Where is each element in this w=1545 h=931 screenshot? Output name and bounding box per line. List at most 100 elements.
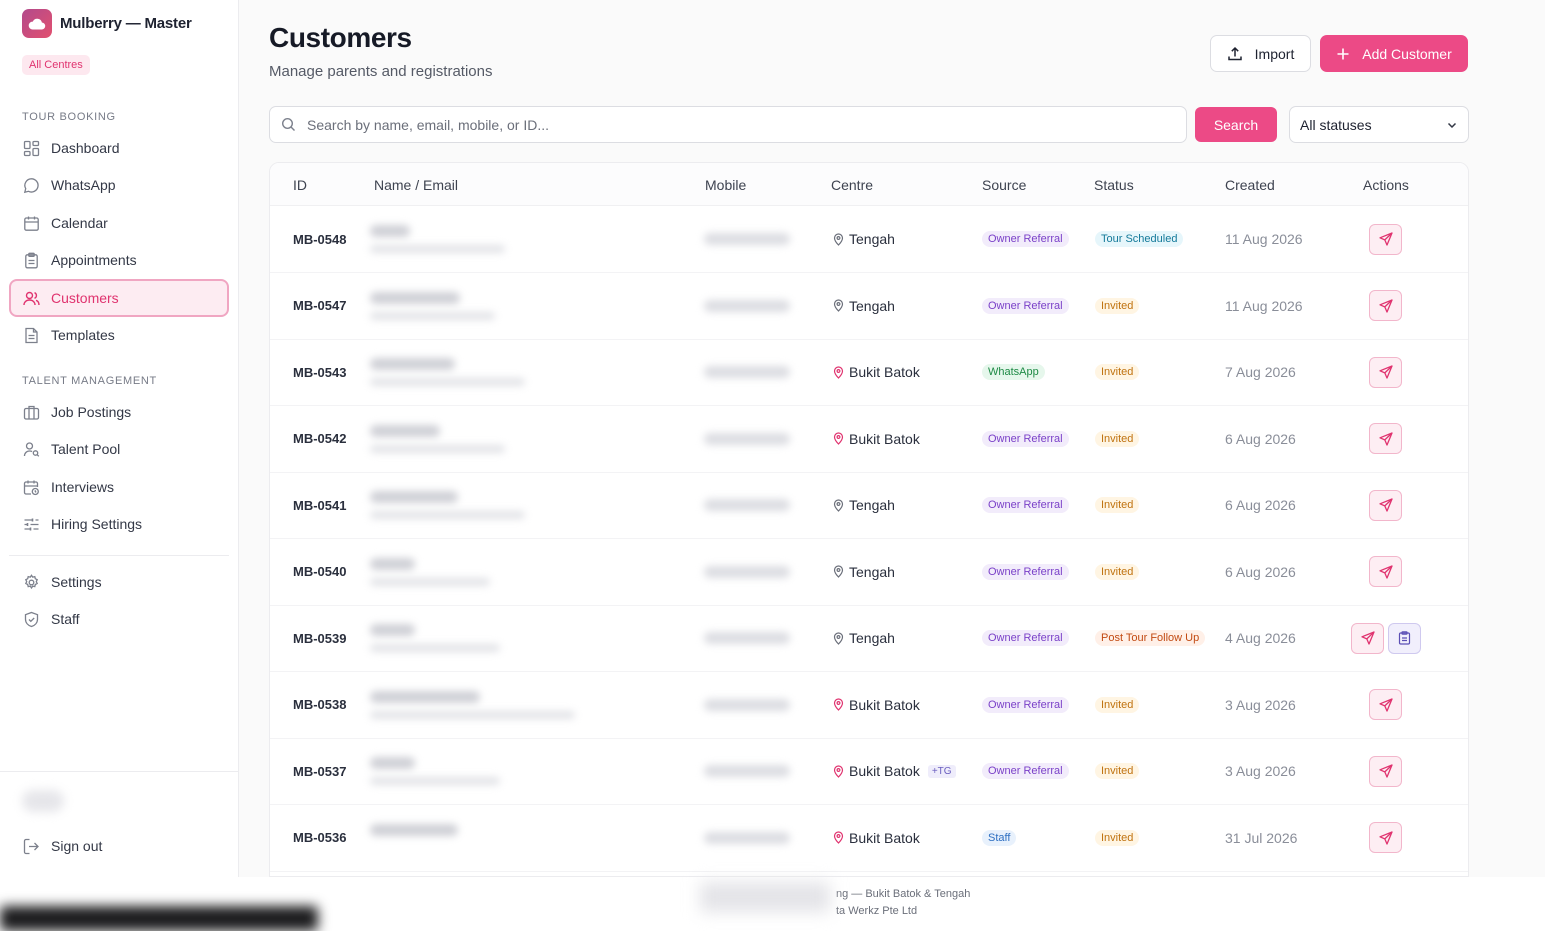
created-date: 6 Aug 2026 (1225, 563, 1296, 580)
send-invite-button[interactable] (1369, 556, 1402, 587)
sidebar-item-customers[interactable]: Customers (9, 279, 229, 317)
column-header-mobile[interactable]: Mobile (705, 177, 747, 193)
table-row[interactable]: MB-0537 Bukit Batok +TG Owner Referral Invit… (270, 738, 1468, 805)
created-date: 11 Aug 2026 (1225, 231, 1303, 247)
column-header-created[interactable]: Created (1225, 177, 1275, 193)
customer-id-link[interactable]: MB-0536 (293, 830, 347, 845)
table-header: ID Name / Email Mobile Centre Source Sta… (270, 163, 1468, 206)
sidebar-item-talent-pool[interactable]: Talent Pool (9, 430, 229, 468)
sign-out-button[interactable]: Sign out (9, 827, 229, 865)
send-icon (1378, 830, 1393, 845)
sidebar-item-calendar[interactable]: Calendar (9, 204, 229, 242)
customer-mobile-redacted (704, 831, 790, 844)
table-row[interactable]: MB-0540 Tengah Owner Referral Invited 6 Aug … (270, 539, 1468, 606)
source-badge: Owner Referral (982, 231, 1069, 247)
column-header-status[interactable]: Status (1094, 177, 1134, 193)
customer-id-link[interactable]: MB-0547 (293, 298, 347, 313)
sidebar-item-hiring-settings[interactable]: Hiring Settings (9, 505, 229, 543)
nav-section-talent-management: TALENT MANAGEMENT (22, 375, 157, 387)
customer-id-link[interactable]: MB-0538 (293, 697, 347, 712)
dashboard-icon (22, 139, 40, 157)
source-badge: Staff (982, 829, 1017, 846)
footer-line-1: ng — Bukit Batok & Tengah (836, 888, 971, 900)
search-button[interactable]: Search (1195, 107, 1277, 142)
sidebar-item-whatsapp[interactable]: WhatsApp (9, 166, 229, 204)
location-pin-icon (833, 698, 844, 711)
customer-id-link[interactable]: MB-0541 (293, 497, 347, 513)
customer-name-redacted[interactable] (370, 757, 415, 769)
centre-name: Bukit Batok (849, 696, 920, 713)
created-date: 7 Aug 2026 (1225, 364, 1296, 380)
created-date: 3 Aug 2026 (1225, 696, 1296, 713)
customer-id-link[interactable]: MB-0540 (293, 564, 347, 579)
send-invite-button[interactable] (1369, 689, 1402, 720)
customer-name-redacted[interactable] (370, 358, 455, 370)
customer-id-link[interactable]: MB-0537 (293, 763, 347, 779)
view-notes-button[interactable] (1388, 622, 1421, 654)
send-icon (1378, 298, 1393, 313)
sidebar-item-templates[interactable]: Templates (9, 316, 229, 354)
sidebar-item-job-postings[interactable]: Job Postings (9, 393, 229, 431)
send-invite-button[interactable] (1369, 755, 1402, 787)
column-header-id[interactable]: ID (293, 177, 307, 193)
table-row[interactable]: MB-0543 Bukit Batok WhatsApp Invited 7 Aug 2… (270, 339, 1468, 406)
table-row[interactable]: MB-0542 Bukit Batok Owner Referral Invited 6… (270, 406, 1468, 473)
sidebar-item-appointments[interactable]: Appointments (9, 241, 229, 279)
customer-id-link[interactable]: MB-0539 (293, 630, 347, 646)
send-invite-button[interactable] (1369, 489, 1402, 521)
brand[interactable]: Mulberry — Master (22, 9, 192, 38)
customer-name-redacted[interactable] (370, 225, 410, 237)
sliders-icon (22, 515, 40, 533)
clipboard-icon (1398, 631, 1411, 645)
sidebar-item-settings[interactable]: Settings (9, 563, 229, 601)
status-badge: Invited (1095, 763, 1140, 779)
table-row[interactable]: MB-0538 Bukit Batok Owner Referral Invited 3… (270, 672, 1468, 739)
send-invite-button[interactable] (1369, 822, 1402, 853)
customer-name-redacted[interactable] (370, 823, 458, 836)
send-invite-button[interactable] (1369, 290, 1402, 321)
send-invite-button[interactable] (1351, 622, 1384, 654)
add-customer-button[interactable]: Add Customer (1320, 35, 1468, 72)
centre-name: Tengah (849, 563, 895, 580)
sidebar-item-interviews[interactable]: Interviews (9, 468, 229, 506)
customer-id-link[interactable]: MB-0543 (293, 364, 347, 380)
send-icon (1378, 365, 1393, 379)
sidebar-item-dashboard[interactable]: Dashboard (9, 129, 229, 167)
send-invite-button[interactable] (1369, 356, 1402, 388)
customer-id-link[interactable]: MB-0548 (293, 231, 347, 247)
send-invite-button[interactable] (1369, 423, 1402, 454)
table-row[interactable]: MB-0536 Bukit Batok Staff Invited 31 Jul 202… (270, 805, 1468, 872)
search-input[interactable] (307, 116, 1167, 133)
location-pin-icon (833, 831, 844, 844)
location-pin-icon (833, 432, 844, 445)
source-badge: WhatsApp (982, 364, 1045, 380)
customer-email-redacted (370, 378, 525, 386)
column-header-source[interactable]: Source (982, 177, 1027, 193)
table-row[interactable]: MB-0547 Tengah Owner Referral Invited 11 Aug… (270, 273, 1468, 340)
page-title: Customers (269, 22, 412, 53)
column-header-centre[interactable]: Centre (831, 177, 874, 193)
import-button[interactable]: Import (1210, 35, 1311, 72)
customer-name-redacted[interactable] (370, 624, 415, 636)
table-row[interactable]: MB-0548 Tengah Owner Referral Tour Schedule… (270, 206, 1468, 273)
status-badge: Invited (1095, 829, 1140, 846)
centre-badge[interactable]: All Centres (22, 55, 90, 75)
search-field[interactable] (269, 106, 1187, 143)
sidebar-item-staff[interactable]: Staff (9, 600, 229, 638)
customer-name-redacted[interactable] (370, 690, 480, 703)
customer-name-redacted[interactable] (370, 291, 460, 304)
avatar[interactable] (22, 790, 64, 812)
column-header-name-email[interactable]: Name / Email (374, 177, 459, 193)
sidebar-item-label: Interviews (51, 479, 115, 495)
send-invite-button[interactable] (1369, 223, 1402, 255)
customer-mobile-redacted (704, 765, 790, 777)
location-pin-icon (833, 299, 844, 312)
customer-name-redacted[interactable] (370, 557, 415, 570)
customer-name-redacted[interactable] (370, 491, 458, 503)
customer-name-redacted[interactable] (370, 424, 440, 437)
table-row[interactable]: MB-0541 Tengah Owner Referral Invited 6 Aug … (270, 472, 1468, 539)
status-filter-select[interactable]: All statuses (1289, 106, 1469, 143)
table-row[interactable]: MB-0539 Tengah Owner Referral Post Tour Fol… (270, 605, 1468, 672)
customer-id-link[interactable]: MB-0542 (293, 431, 347, 446)
customer-mobile-redacted (704, 499, 790, 511)
